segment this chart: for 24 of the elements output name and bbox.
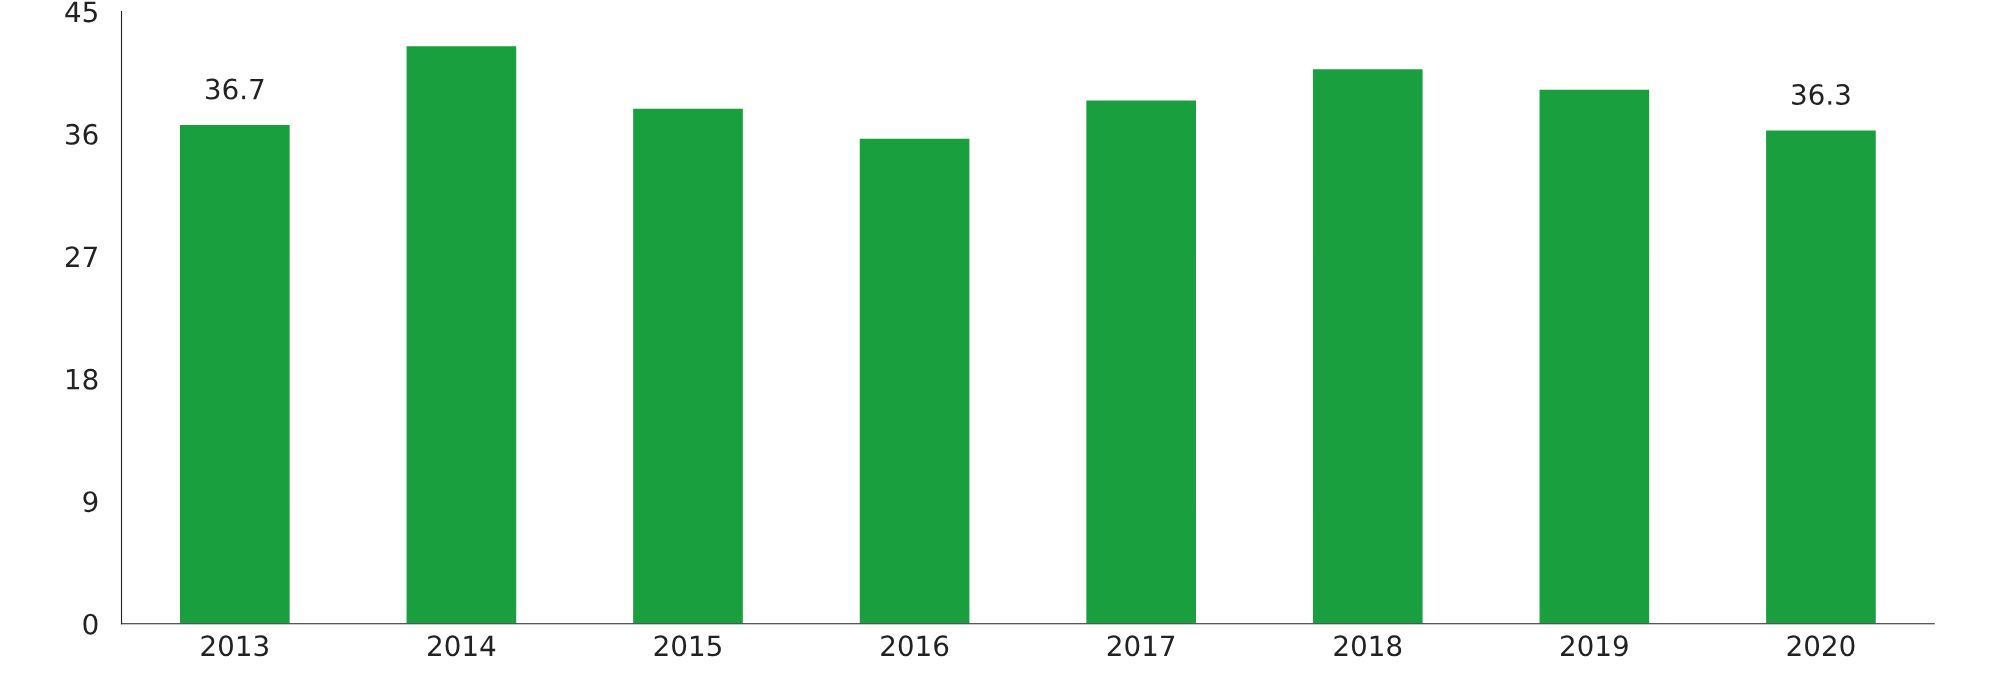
- x-tick-label: 2014: [428, 635, 496, 657]
- y-tick-label: 0: [83, 613, 98, 635]
- bar: [1311, 67, 1424, 624]
- x-tick-label: 2018: [1334, 635, 1402, 657]
- bar: [178, 123, 292, 624]
- bar: [631, 107, 745, 624]
- y-tick-label: 9: [83, 491, 98, 513]
- x-tick-label: 2020: [1787, 635, 1855, 657]
- y-tick-label: 36: [66, 123, 98, 145]
- x-tick-label: 2015: [654, 635, 721, 657]
- x-tick-label: 2016: [881, 635, 949, 657]
- bar: [858, 137, 971, 624]
- x-tick-label: 2019: [1561, 635, 1628, 657]
- y-tick-label: 18: [66, 368, 98, 390]
- y-tick-label: 45: [65, 1, 97, 23]
- x-tick-label: 2017: [1107, 635, 1175, 657]
- bar: [1764, 129, 1878, 624]
- bar: [405, 44, 518, 624]
- bar: [1084, 99, 1198, 624]
- bar: [1538, 88, 1651, 624]
- data-label: 36.3: [1792, 84, 1850, 106]
- data-label: 36.7: [206, 78, 264, 100]
- x-tick-label: 2013: [201, 635, 268, 657]
- y-tick-label: 27: [65, 246, 97, 267]
